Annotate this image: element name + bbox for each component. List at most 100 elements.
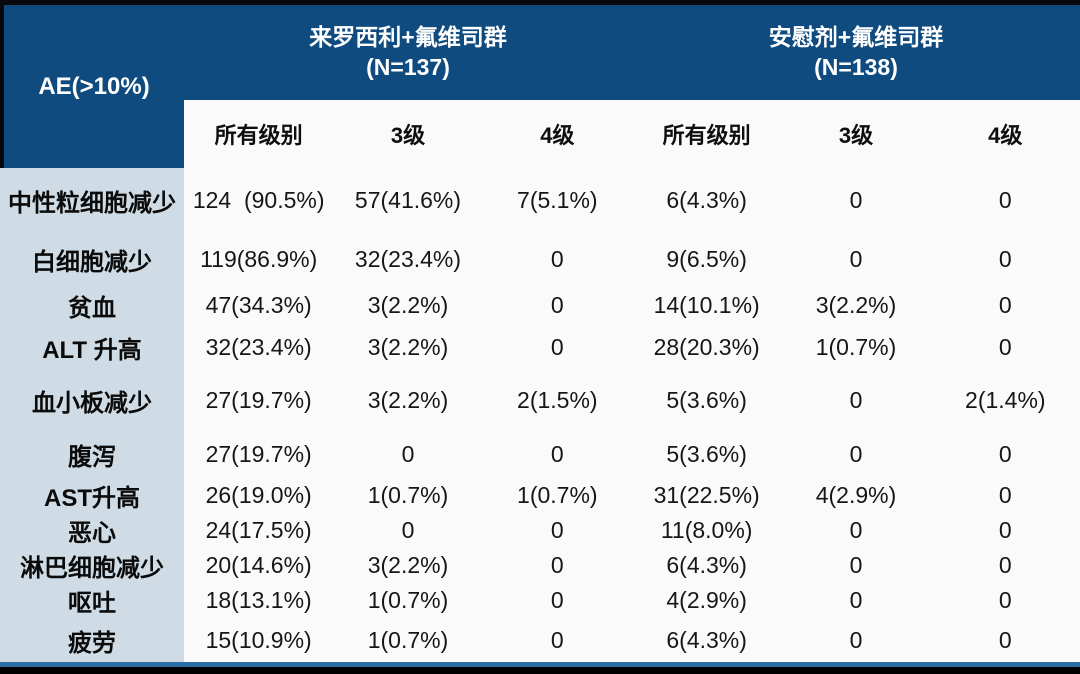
row-label: 贫血 bbox=[0, 286, 184, 324]
cell-value: 1(0.7%) bbox=[517, 481, 598, 508]
cell-value: 0 bbox=[849, 586, 863, 613]
cell-value: 124 (90.5%) bbox=[192, 187, 325, 213]
cell-value: 57(41.6%) bbox=[354, 187, 462, 213]
cell-value: 5(3.6%) bbox=[666, 441, 747, 467]
cell-value: 0 bbox=[550, 516, 564, 543]
cell-value: 0 bbox=[849, 516, 863, 543]
subheader-grade3-1: 3级 bbox=[390, 123, 426, 148]
cell-value: 0 bbox=[550, 333, 564, 360]
subheader-grade4-2: 4级 bbox=[988, 123, 1023, 148]
cell-value: 6(4.3%) bbox=[666, 551, 747, 578]
top-border bbox=[0, 0, 1080, 5]
table-row-8: 淋巴细胞减少 20(14.6%) 3(2.2%) 0 6(4.3%) 0 0 bbox=[0, 548, 1080, 582]
cell-value: 24(17.5%) bbox=[205, 516, 312, 543]
cell-value: 15(10.9%) bbox=[205, 626, 312, 653]
cell-value: 0 bbox=[550, 586, 564, 613]
bottom-accent-line bbox=[0, 662, 1080, 667]
cell-value: 14(10.1%) bbox=[653, 291, 760, 318]
cell-value: 0 bbox=[550, 626, 564, 653]
cell-value: 47(34.3%) bbox=[205, 291, 312, 318]
cell-value: 0 bbox=[998, 441, 1012, 467]
cell-value: 7(5.1%) bbox=[517, 187, 598, 213]
table-row-9: 呕吐 18(13.1%) 1(0.7%) 0 4(2.9%) 0 0 bbox=[0, 582, 1080, 618]
cell-value: 2(1.4%) bbox=[965, 387, 1046, 413]
cell-value: 119(86.9%) bbox=[200, 246, 318, 272]
table-row-0: 中性粒细胞减少 124 (90.5%) 57(41.6%) 7(5.1%) 6(4.3%… bbox=[0, 168, 1080, 233]
cell-value: 0 bbox=[849, 387, 863, 413]
row-label: ALT 升高 bbox=[0, 324, 184, 370]
group-n-placebo: (N=138) bbox=[814, 53, 898, 80]
subheader-all-grades-2: 所有级别 bbox=[662, 123, 751, 148]
cell-value: 4(2.9%) bbox=[666, 586, 747, 613]
row-label: 淋巴细胞减少 bbox=[0, 548, 184, 582]
cell-value: 3(2.2%) bbox=[367, 333, 449, 360]
table-row-2: 贫血 47(34.3%) 3(2.2%) 0 14(10.1%) 3(2.2%) 0 bbox=[0, 286, 1080, 324]
cell-value: 0 bbox=[998, 586, 1012, 613]
subheader-row: 所有级别 3级 4级 所有级别 3级 4级 bbox=[184, 100, 1080, 168]
row-label: 白细胞减少 bbox=[0, 233, 184, 286]
row-label: 血小板减少 bbox=[0, 370, 184, 431]
cell-value: 1(0.7%) bbox=[367, 626, 449, 653]
cell-value: 5(3.6%) bbox=[666, 387, 747, 413]
cell-value: 1(0.7%) bbox=[367, 481, 449, 508]
cell-value: 32(23.4%) bbox=[205, 333, 312, 360]
cell-value: 0 bbox=[401, 441, 415, 467]
table-row-3: ALT 升高 32(23.4%) 3(2.2%) 0 28(20.3%) 1(0.7%) 0 bbox=[0, 324, 1080, 370]
row-label: 疲劳 bbox=[0, 618, 184, 662]
cell-value: 0 bbox=[849, 551, 863, 578]
row-label: 恶心 bbox=[0, 512, 184, 548]
row-label: 腹泻 bbox=[0, 431, 184, 478]
cell-value: 1(0.7%) bbox=[815, 333, 897, 360]
group-title-treatment: 来罗西利+氟维司群 bbox=[309, 24, 507, 51]
subheader-all-grades-1: 所有级别 bbox=[214, 123, 303, 148]
cell-value: 0 bbox=[998, 551, 1012, 578]
cell-value: 3(2.2%) bbox=[367, 387, 449, 413]
cell-value: 26(19.0%) bbox=[205, 481, 312, 508]
cell-value: 28(20.3%) bbox=[653, 333, 760, 360]
group-title-placebo: 安慰剂+氟维司群 bbox=[768, 24, 944, 51]
cell-value: 20(14.6%) bbox=[205, 551, 312, 578]
cell-value: 0 bbox=[998, 516, 1012, 543]
cell-value: 0 bbox=[849, 441, 863, 467]
row-label: AST升高 bbox=[0, 478, 184, 512]
cell-value: 1(0.7%) bbox=[367, 586, 449, 613]
cell-value: 0 bbox=[550, 551, 564, 578]
group-header-placebo: 安慰剂+氟维司群 (N=138) bbox=[632, 5, 1080, 100]
row-label: 呕吐 bbox=[0, 582, 184, 618]
cell-value: 31(22.5%) bbox=[653, 481, 760, 508]
cell-value: 3(2.2%) bbox=[815, 291, 897, 318]
corner-label: AE(>10%) bbox=[38, 72, 150, 100]
table-row-5: 腹泻 27(19.7%) 0 0 5(3.6%) 0 0 bbox=[0, 431, 1080, 478]
cell-value: 27(19.7%) bbox=[205, 387, 312, 413]
table-body: 中性粒细胞减少 124 (90.5%) 57(41.6%) 7(5.1%) 6(4.3%… bbox=[0, 168, 1080, 662]
cell-value: 2(1.5%) bbox=[517, 387, 598, 413]
table-row-10: 疲劳 15(10.9%) 1(0.7%) 0 6(4.3%) 0 0 bbox=[0, 618, 1080, 662]
cell-value: 3(2.2%) bbox=[367, 291, 449, 318]
cell-value: 3(2.2%) bbox=[367, 551, 449, 578]
cell-value: 18(13.1%) bbox=[205, 586, 312, 613]
group-n-treatment: (N=137) bbox=[366, 53, 450, 80]
cell-value: 0 bbox=[998, 626, 1012, 653]
cell-value: 0 bbox=[849, 187, 863, 213]
group-header-treatment: 来罗西利+氟维司群 (N=137) bbox=[184, 5, 632, 100]
cell-value: 0 bbox=[998, 246, 1012, 272]
subheader-grade3-2: 3级 bbox=[838, 123, 874, 148]
corner-header-cell: AE(>10%) bbox=[0, 5, 184, 168]
cell-value: 0 bbox=[998, 291, 1012, 318]
table-row-1: 白细胞减少 119(86.9%) 32(23.4%) 0 9(6.5%) 0 0 bbox=[0, 233, 1080, 286]
table-row-7: 恶心 24(17.5%) 0 0 11(8.0%) 0 0 bbox=[0, 512, 1080, 548]
cell-value: 0 bbox=[550, 291, 564, 318]
cell-value: 11(8.0%) bbox=[660, 516, 753, 543]
cell-value: 0 bbox=[849, 626, 863, 653]
cell-value: 0 bbox=[401, 516, 415, 543]
cell-value: 9(6.5%) bbox=[666, 246, 747, 272]
cell-value: 4(2.9%) bbox=[815, 481, 897, 508]
cell-value: 0 bbox=[998, 187, 1012, 213]
row-label: 中性粒细胞减少 bbox=[0, 168, 184, 233]
table-row-6: AST升高 26(19.0%) 1(0.7%) 1(0.7%) 31(22.5%) 4(2… bbox=[0, 478, 1080, 512]
cell-value: 0 bbox=[550, 441, 564, 467]
cell-value: 32(23.4%) bbox=[354, 246, 462, 272]
cell-value: 6(4.3%) bbox=[666, 187, 747, 213]
cell-value: 0 bbox=[849, 246, 863, 272]
